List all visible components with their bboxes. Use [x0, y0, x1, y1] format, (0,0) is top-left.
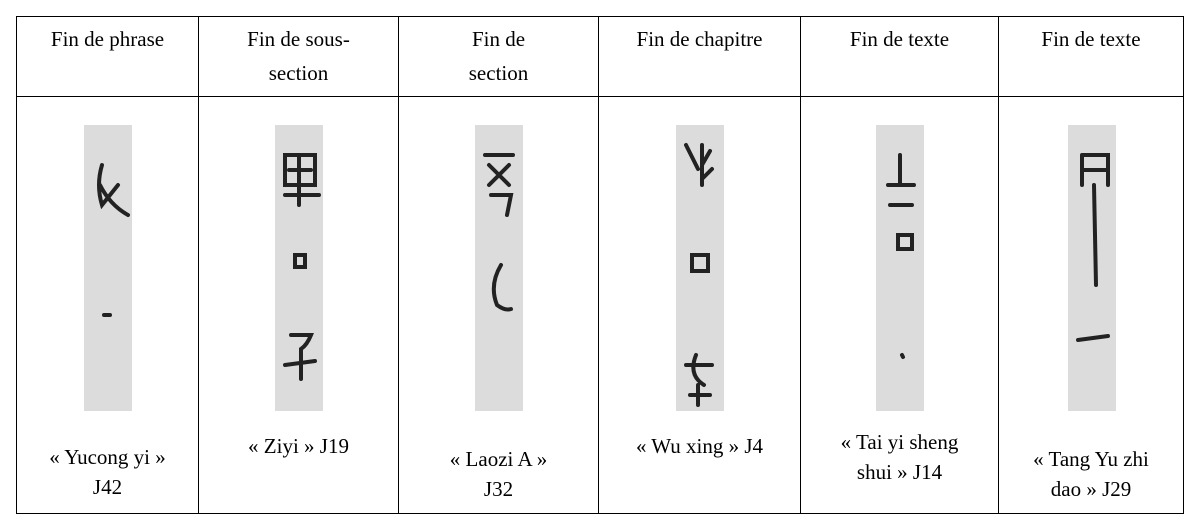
- text-line: « Tai yi sheng: [840, 430, 959, 454]
- header-cell: Fin de sous-section: [198, 16, 398, 96]
- body-cell: « Tang Yu zhi dao » J29: [998, 96, 1184, 514]
- text-line: dao » J29: [1050, 477, 1132, 501]
- header-cell: Fin de chapitre: [598, 16, 800, 96]
- slip-image: [84, 125, 132, 411]
- header-cell: Fin de texte: [800, 16, 998, 96]
- slip-image: [1067, 125, 1116, 411]
- slip-image: [475, 125, 523, 411]
- text-line: Fin de texte: [849, 27, 950, 51]
- body-cell: « Yucong yi » J42: [16, 96, 198, 514]
- header-text: Fin de texte: [801, 22, 998, 56]
- text-line: Fin de chapitre: [636, 27, 763, 51]
- header-text: Fin de chapitre: [599, 22, 800, 56]
- slip-image: [876, 125, 924, 411]
- text-line: Fin de phrase: [50, 27, 165, 51]
- text-line: « Ziyi » J19: [248, 434, 349, 458]
- caption-text: « Wu xing » J4: [599, 431, 800, 461]
- caption-text: « Tai yi sheng shui » J14: [801, 427, 998, 487]
- text-line: section: [268, 61, 329, 85]
- header-cell: Fin de phrase: [16, 16, 198, 96]
- caption-text: « Laozi A » J32: [399, 444, 598, 504]
- slip-image: [676, 125, 724, 411]
- text-line: « Yucong yi »: [49, 445, 166, 469]
- text-line: « Tang Yu zhi: [1033, 447, 1149, 471]
- header-text: Fin de texte: [999, 22, 1183, 56]
- text-line: Fin de sous-: [247, 27, 350, 51]
- body-cell: « Ziyi » J19: [198, 96, 398, 514]
- header-cell: Fin de section: [398, 16, 598, 96]
- slip-image: [275, 125, 323, 411]
- text-line: section: [468, 61, 529, 85]
- header-cell: Fin de texte: [998, 16, 1184, 96]
- text-line: « Laozi A »: [449, 447, 548, 471]
- body-cell: « Tai yi sheng shui » J14: [800, 96, 998, 514]
- text-line: Fin de: [471, 27, 526, 51]
- text-line: Fin de texte: [1041, 27, 1141, 51]
- header-text: Fin de sous-section: [199, 22, 398, 90]
- caption-text: « Tang Yu zhi dao » J29: [999, 444, 1183, 504]
- text-line: « Wu xing » J4: [635, 434, 764, 458]
- caption-text: « Yucong yi » J42: [17, 442, 198, 502]
- caption-text: « Ziyi » J19: [199, 431, 398, 461]
- body-cell: « Laozi A » J32: [398, 96, 598, 514]
- text-line: J42: [92, 475, 123, 499]
- text-line: shui » J14: [856, 460, 943, 484]
- body-cell: « Wu xing » J4: [598, 96, 800, 514]
- header-text: Fin de phrase: [17, 22, 198, 56]
- text-line: J32: [483, 477, 514, 501]
- header-text: Fin de section: [399, 22, 598, 90]
